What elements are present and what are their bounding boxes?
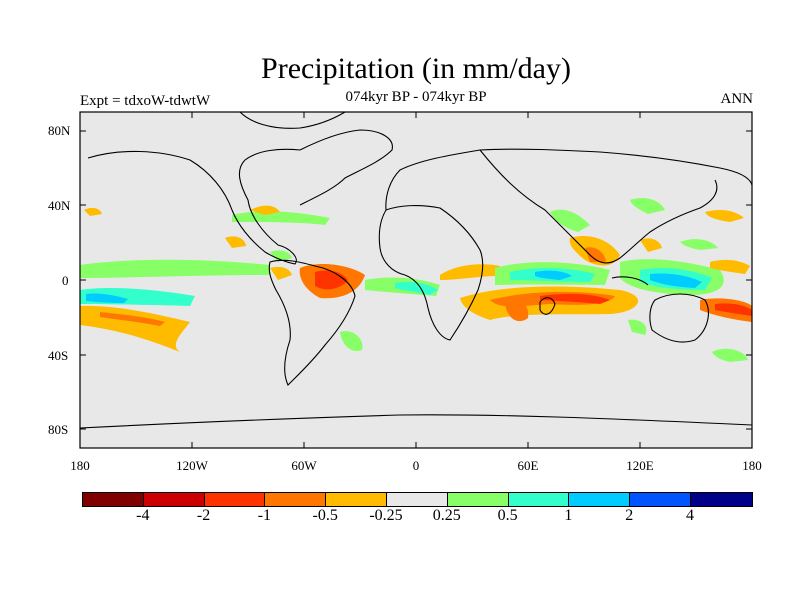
- colorbar-swatch-2: [204, 493, 266, 506]
- colorbar-label: -0.25: [369, 507, 403, 524]
- colorbar-label: 0.5: [497, 507, 518, 524]
- colorbar-swatch-0: [83, 493, 144, 506]
- colorbar-swatch-10: [690, 493, 752, 506]
- x-tick-0: 0: [412, 458, 420, 473]
- colorbar-swatch-1: [143, 493, 205, 506]
- colorbar-swatch-9: [630, 493, 691, 506]
- colorbar-swatch-7: [508, 493, 570, 506]
- season-label: ANN: [720, 91, 754, 107]
- colorbar-swatch-4: [326, 493, 387, 506]
- experiment-label: Expt = tdxoW-tdwtW: [80, 93, 211, 109]
- colorbar-swatch-3: [265, 493, 327, 506]
- chart-title: Precipitation (in mm/day): [261, 52, 571, 85]
- x-tick-120e: 120E: [626, 458, 654, 473]
- colorbar-label: 2: [625, 507, 634, 524]
- x-tick-60e: 60E: [517, 458, 539, 473]
- chart-subtitle: 074kyr BP - 074kyr BP: [345, 89, 487, 105]
- colorbar: [82, 492, 753, 507]
- y-tick-40s: 40S: [48, 348, 69, 363]
- x-tick-180e: 180: [742, 458, 762, 473]
- y-tick-80n: 80N: [48, 123, 71, 138]
- x-tick-180w: 180: [70, 458, 90, 473]
- y-tick-40n: 40N: [48, 198, 71, 213]
- colorbar-label: -0.5: [312, 507, 338, 524]
- colorbar-label: -4: [136, 507, 150, 524]
- colorbar-label: 0.25: [432, 507, 461, 524]
- axis-ticks: [80, 112, 752, 448]
- colorbar-swatch-5: [386, 493, 448, 506]
- anomaly-field: [80, 198, 752, 362]
- colorbar-label: -1: [257, 507, 272, 524]
- colorbar-label: 4: [686, 507, 694, 524]
- y-tick-0: 0: [62, 273, 69, 288]
- colorbar-swatch-8: [569, 493, 631, 506]
- colorbar-swatch-6: [447, 493, 509, 506]
- colorbar-label: -2: [196, 507, 211, 524]
- coastlines: [80, 112, 752, 429]
- colorbar-label: 1: [564, 507, 573, 524]
- x-tick-60w: 60W: [291, 458, 317, 473]
- y-tick-80s: 80S: [48, 422, 69, 437]
- x-tick-120w: 120W: [176, 458, 208, 473]
